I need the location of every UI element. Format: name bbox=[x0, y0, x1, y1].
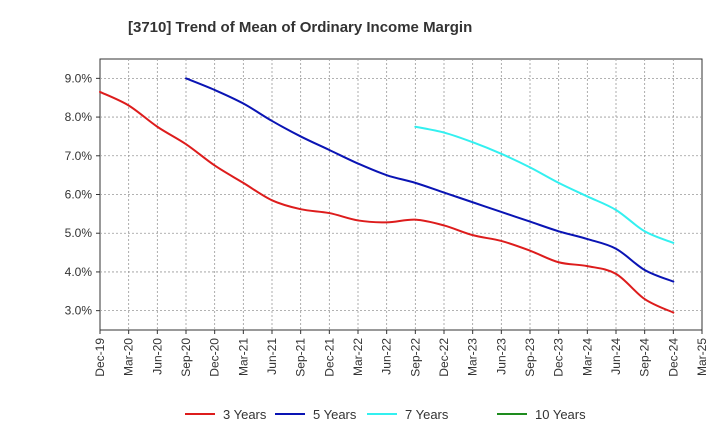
x-tick-label: Sep-23 bbox=[523, 338, 537, 377]
legend-label: 5 Years bbox=[313, 407, 357, 422]
y-tick-label: 8.0% bbox=[65, 110, 93, 124]
x-tick-label: Mar-25 bbox=[695, 338, 709, 376]
x-tick-label: Mar-20 bbox=[122, 338, 136, 376]
series-line-3-years bbox=[99, 90, 675, 314]
x-tick-label: Jun-23 bbox=[494, 338, 508, 375]
x-tick-label: Jun-22 bbox=[380, 338, 394, 375]
x-tick-label: Mar-23 bbox=[466, 338, 480, 376]
y-axis-ticks: 3.0% 4.0% 5.0% 6.0% 7.0% 8.0% 9.0% bbox=[65, 71, 100, 318]
x-tick-label: Dec-19 bbox=[93, 338, 107, 377]
y-tick-label: 7.0% bbox=[65, 149, 93, 163]
legend-label: 3 Years bbox=[223, 407, 267, 422]
legend-label: 10 Years bbox=[535, 407, 586, 422]
x-tick-label: Dec-24 bbox=[666, 338, 680, 377]
grid bbox=[100, 59, 702, 330]
x-tick-label: Jun-20 bbox=[150, 338, 164, 375]
legend: 3 Years 5 Years 7 Years 10 Years bbox=[185, 407, 586, 422]
x-tick-label: Mar-24 bbox=[580, 338, 594, 376]
y-tick-label: 6.0% bbox=[65, 188, 93, 202]
x-tick-label: Mar-21 bbox=[236, 338, 250, 376]
x-tick-label: Sep-20 bbox=[179, 338, 193, 377]
x-tick-label: Dec-21 bbox=[322, 338, 336, 377]
y-tick-label: 4.0% bbox=[65, 265, 93, 279]
series-line-7-years bbox=[414, 125, 675, 244]
x-tick-label: Dec-22 bbox=[437, 338, 451, 377]
x-tick-label: Dec-20 bbox=[208, 338, 222, 377]
y-tick-label: 3.0% bbox=[65, 304, 93, 318]
series-line-5-years bbox=[185, 77, 675, 283]
chart-title: [3710] Trend of Mean of Ordinary Income … bbox=[128, 19, 472, 36]
legend-label: 7 Years bbox=[405, 407, 449, 422]
y-tick-label: 5.0% bbox=[65, 226, 93, 240]
x-tick-label: Jun-24 bbox=[609, 338, 623, 375]
y-tick-label: 9.0% bbox=[65, 71, 93, 85]
series-lines bbox=[99, 77, 675, 314]
x-tick-label: Jun-21 bbox=[265, 338, 279, 375]
x-tick-label: Sep-21 bbox=[294, 338, 308, 377]
x-tick-label: Dec-23 bbox=[552, 338, 566, 377]
x-tick-label: Sep-24 bbox=[638, 338, 652, 377]
x-axis-ticks: Dec-19 Mar-20 Jun-20 Sep-20 Dec-20 Mar-21 Jun-… bbox=[93, 330, 709, 377]
x-tick-label: Mar-22 bbox=[351, 338, 365, 376]
x-tick-label: Sep-22 bbox=[408, 338, 422, 377]
